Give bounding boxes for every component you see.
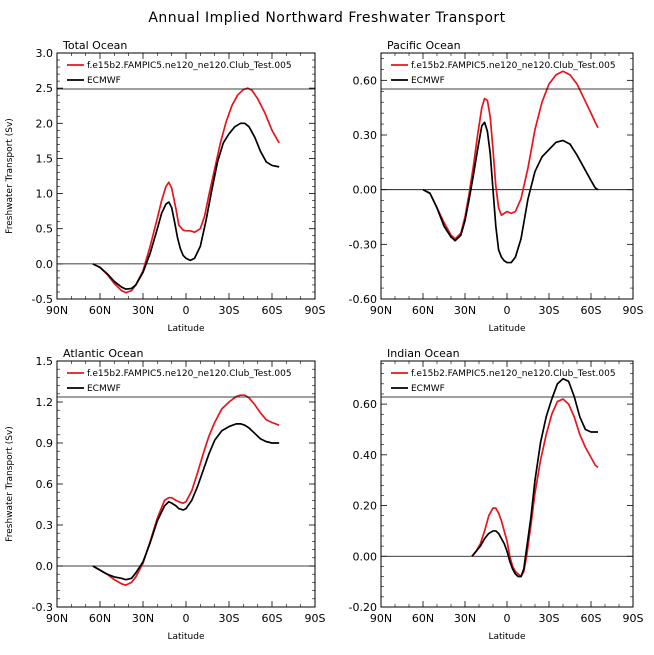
series-line-model <box>92 394 280 586</box>
series-line-obs <box>422 121 599 264</box>
y-tick-label: 0.6 <box>36 478 54 491</box>
y-tick-label: 0.00 <box>353 550 378 563</box>
x-tick-label: 30S <box>219 612 240 625</box>
y-tick-label: 0.3 <box>36 519 54 532</box>
series-line-model <box>422 70 599 240</box>
x-axis-label: Latitude <box>488 324 526 334</box>
x-tick-label: 90N <box>370 304 392 317</box>
y-tick-label: 0.20 <box>353 500 378 513</box>
figure-title: Annual Implied Northward Freshwater Tran… <box>148 10 505 26</box>
y-tick-label: -0.60 <box>349 293 377 306</box>
legend-label-obs: ECMWF <box>87 384 121 394</box>
x-tick-label: 90N <box>370 612 392 625</box>
y-tick-label: 2.5 <box>36 82 54 95</box>
legend-label-model: f.e15b2.FAMPIC5.ne120_ne120.Club_Test.00… <box>411 61 616 71</box>
x-tick-label: 30N <box>132 304 154 317</box>
y-tick-label: 1.0 <box>36 188 54 201</box>
y-tick-label: -0.30 <box>349 238 377 251</box>
legend-label-obs: ECMWF <box>411 384 445 394</box>
panel-title: Atlantic Ocean <box>63 347 144 360</box>
x-tick-label: 90S <box>305 304 326 317</box>
panel-atlantic-ocean: Atlantic Ocean Freshwater Transport (Sv)… <box>5 347 326 642</box>
x-tick-label: 30N <box>454 304 476 317</box>
legend-label-obs: ECMWF <box>87 76 121 86</box>
y-tick-label: 0.40 <box>353 449 378 462</box>
x-tick-label: 60N <box>412 304 434 317</box>
y-tick-label: 0.5 <box>36 223 54 236</box>
y-axis-label: Freshwater Transport (Sv) <box>5 118 15 234</box>
y-tick-label: 0.00 <box>353 184 378 197</box>
x-tick-label: 60S <box>262 612 283 625</box>
legend-label-model: f.e15b2.FAMPIC5.ne120_ne120.Club_Test.00… <box>87 369 292 379</box>
x-tick-label: 0 <box>183 304 190 317</box>
panel-title: Pacific Ocean <box>387 39 461 52</box>
series-line-model <box>92 87 280 294</box>
y-tick-label: 1.2 <box>36 396 54 409</box>
x-tick-label: 0 <box>504 612 511 625</box>
series-line-obs <box>92 423 280 581</box>
x-tick-label: 60N <box>89 304 111 317</box>
x-tick-label: 60S <box>581 612 602 625</box>
x-tick-label: 60S <box>581 304 602 317</box>
x-tick-label: 30S <box>539 612 560 625</box>
legend-label-model: f.e15b2.FAMPIC5.ne120_ne120.Club_Test.00… <box>87 61 292 71</box>
y-tick-label: 1.5 <box>36 152 54 165</box>
x-tick-label: 30N <box>132 612 154 625</box>
x-tick-label: 0 <box>504 304 511 317</box>
x-tick-label: 90S <box>305 612 326 625</box>
x-tick-label: 90S <box>623 612 644 625</box>
x-tick-label: 60S <box>262 304 283 317</box>
y-tick-label: -0.3 <box>32 601 53 614</box>
y-tick-label: 0.30 <box>353 129 378 142</box>
x-tick-label: 30S <box>539 304 560 317</box>
x-tick-label: 30S <box>219 304 240 317</box>
y-tick-label: 2.0 <box>36 117 54 130</box>
x-tick-label: 30N <box>454 612 476 625</box>
series-line-obs <box>92 122 280 291</box>
x-axis-label: Latitude <box>167 324 205 334</box>
y-tick-label: 0.0 <box>36 258 54 271</box>
plot-frame <box>56 360 316 608</box>
y-axis-label: Freshwater Transport (Sv) <box>5 426 15 542</box>
plot-frame <box>380 360 634 608</box>
y-tick-label: 1.5 <box>36 355 54 368</box>
x-tick-label: 60N <box>412 612 434 625</box>
y-tick-label: 0.9 <box>36 437 54 450</box>
panel-indian-ocean: Indian Ocean Latitude f.e15b2.FAMPIC5.ne… <box>349 347 644 642</box>
panel-title: Indian Ocean <box>387 347 460 360</box>
y-tick-label: 0.0 <box>36 560 54 573</box>
legend-label-obs: ECMWF <box>411 76 445 86</box>
y-tick-label: 0.60 <box>353 74 378 87</box>
legend-label-model: f.e15b2.FAMPIC5.ne120_ne120.Club_Test.00… <box>411 369 616 379</box>
x-tick-label: 90S <box>623 304 644 317</box>
panel-title: Total Ocean <box>62 39 127 52</box>
x-axis-label: Latitude <box>488 632 526 642</box>
y-tick-label: 0.60 <box>353 398 378 411</box>
x-tick-label: 90N <box>46 612 68 625</box>
x-axis-label: Latitude <box>167 632 205 642</box>
y-tick-label: 3.0 <box>36 47 54 60</box>
plot-frame <box>56 52 316 300</box>
x-tick-label: 90N <box>46 304 68 317</box>
panel-pacific-ocean: Pacific Ocean Latitude f.e15b2.FAMPIC5.n… <box>349 39 644 334</box>
series-line-obs <box>471 377 598 578</box>
plot-frame <box>380 52 634 300</box>
x-tick-label: 60N <box>89 612 111 625</box>
panel-total-ocean: Total Ocean Freshwater Transport (Sv) La… <box>5 39 326 334</box>
y-tick-label: -0.5 <box>32 293 53 306</box>
y-tick-label: -0.20 <box>349 601 377 614</box>
x-tick-label: 0 <box>183 612 190 625</box>
